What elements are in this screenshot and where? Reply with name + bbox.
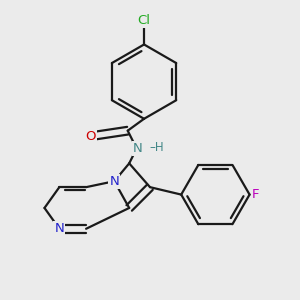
Text: O: O (85, 130, 96, 142)
Text: –H: –H (149, 141, 164, 154)
Text: N: N (55, 222, 64, 235)
Text: N: N (110, 175, 119, 188)
Text: Cl: Cl (138, 14, 151, 27)
Text: N: N (133, 142, 143, 155)
Text: F: F (252, 188, 259, 201)
